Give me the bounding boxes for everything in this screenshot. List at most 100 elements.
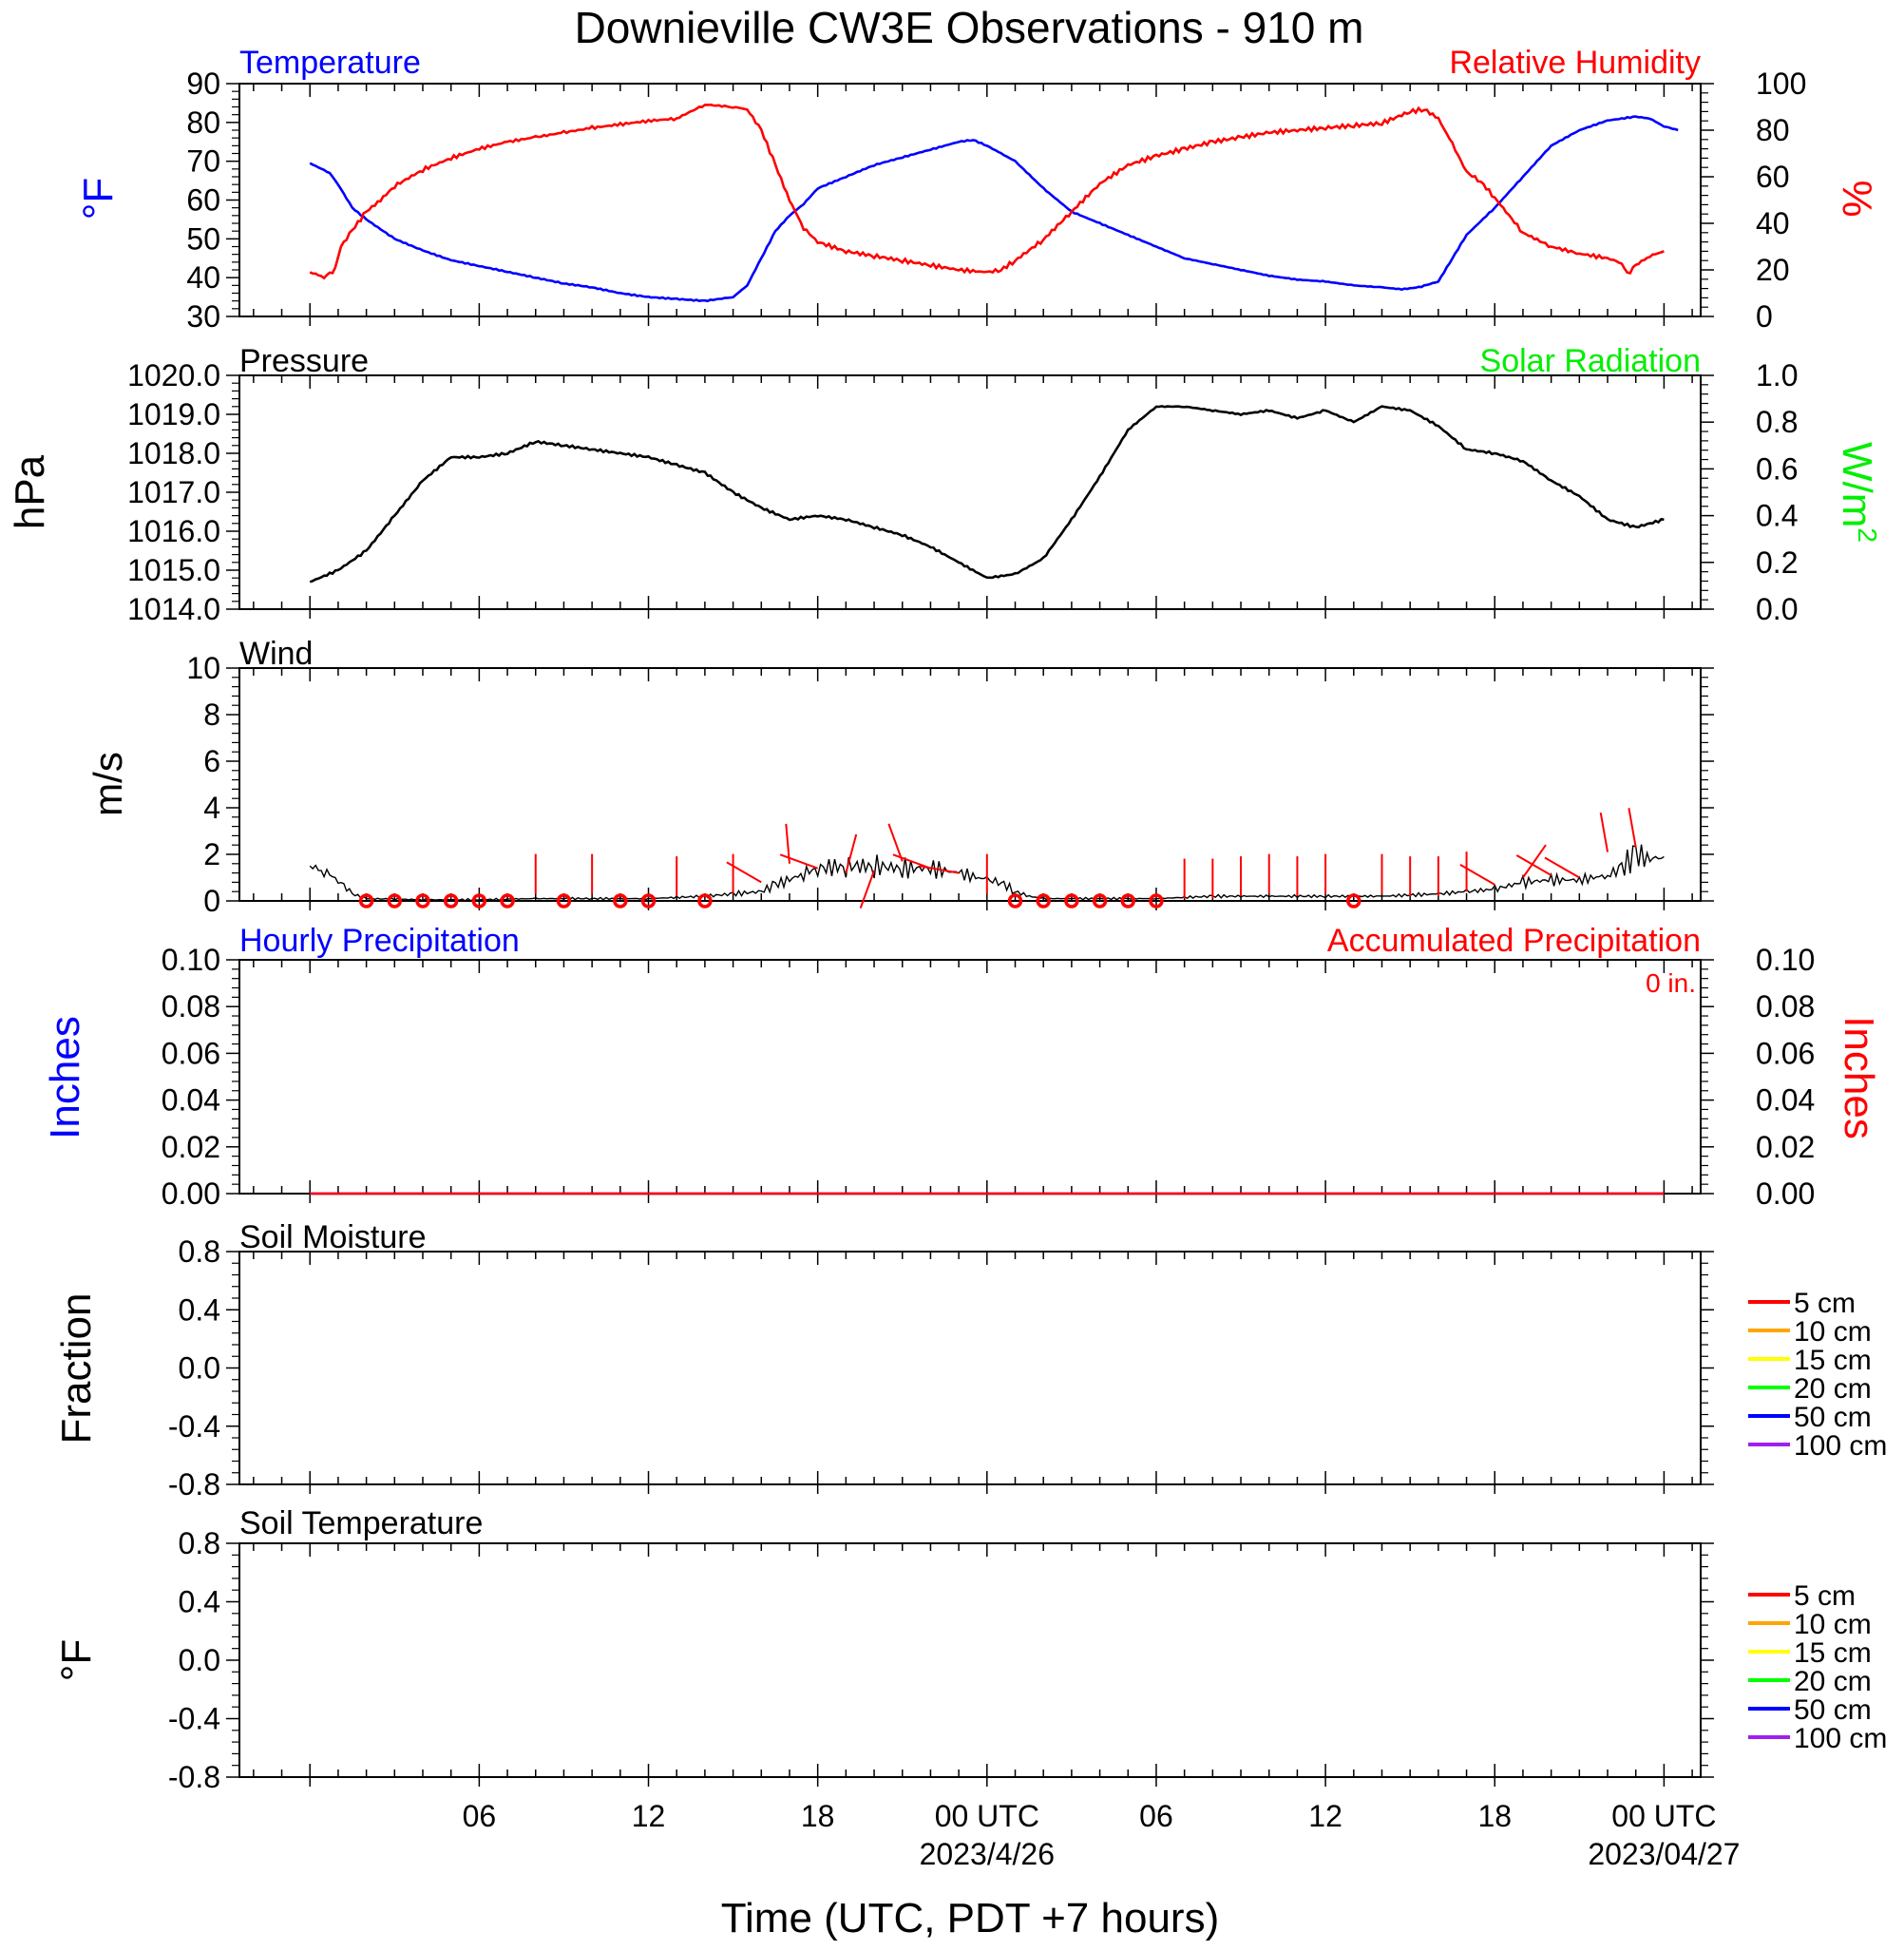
y-tick-label: 60: [186, 183, 220, 218]
soil-moisture-axis-label: Fraction: [53, 1293, 100, 1444]
y-tick-label-right: 1.0: [1756, 358, 1798, 392]
y-tick-label: 0.4: [179, 1292, 220, 1327]
wind-calm-marker: [358, 893, 374, 909]
temperature-line: [309, 115, 1679, 303]
wind-calm-marker: [1007, 893, 1023, 909]
x-tick-label: 06: [1139, 1799, 1173, 1833]
pressure-ticks: 1014.0 1015.0 1016.0 1017.0 1018.0 1019.0 1020…: [127, 358, 1798, 626]
wind-barb: [1459, 863, 1495, 886]
wind-axis-label: m/s: [86, 752, 130, 816]
soil-moisture-title: Soil Moisture: [239, 1219, 427, 1255]
wind-frame: [238, 667, 1702, 902]
x-tick-label: 12: [1308, 1799, 1342, 1833]
wind-calm-marker: [1064, 893, 1079, 909]
y-tick-label: 10: [186, 651, 220, 685]
pressure-lines: [309, 405, 1665, 583]
legend-label: 5 cm: [1794, 1288, 1856, 1319]
wind-barb: [919, 865, 960, 874]
wind-calm-marker: [697, 893, 713, 909]
x-tick-label: 18: [1477, 1799, 1512, 1833]
y-tick-label: 0.08: [162, 989, 220, 1023]
y-tick-label-right: 0: [1756, 299, 1773, 334]
y-tick-label-right: 0.02: [1756, 1130, 1815, 1164]
y-tick-label: 0.04: [162, 1083, 220, 1118]
legend-label: 20 cm: [1794, 1373, 1872, 1405]
legend-label: 100 cm: [1794, 1723, 1887, 1754]
y-tick-label-right: 0.10: [1756, 943, 1815, 977]
y-tick-label-right: 0.08: [1756, 989, 1815, 1023]
y-tick-label: -0.8: [168, 1467, 220, 1502]
x-tick-date: 2023/04/27: [1588, 1837, 1740, 1871]
wind-panel: Wind m/s 0 2 4 6 8 10: [86, 636, 1714, 918]
y-tick-label: 1016.0: [127, 514, 220, 548]
y-tick-label: 8: [203, 698, 220, 732]
wind-calm-marker: [556, 893, 572, 909]
pressure-title: Pressure: [239, 343, 369, 379]
x-tick-label: 06: [463, 1799, 497, 1833]
wind-barb: [859, 870, 875, 909]
wind-calm-marker: [1092, 893, 1108, 909]
x-tick-labels: 06 12 18 00 UTC 2023/4/26 06 12 18 00 UTC 2023/04…: [463, 1799, 1741, 1871]
x-tick-label: 18: [801, 1799, 835, 1833]
solar-radiation-title: Solar Radiation: [1480, 343, 1701, 379]
wind-barb: [845, 833, 858, 873]
accum-precip-axis-label: Inches: [1836, 1016, 1882, 1139]
y-tick-label: 0.10: [162, 943, 220, 977]
y-tick-label-right: 40: [1756, 206, 1790, 240]
accum-precip-annotation: 0 in.: [1646, 968, 1696, 998]
legend-label: 50 cm: [1794, 1402, 1872, 1433]
pressure-panel: Pressure Solar Radiation hPa W/m2 1014.0…: [7, 343, 1882, 626]
pressure-line: [309, 405, 1665, 583]
wind-barb: [1599, 813, 1609, 852]
y-tick-label-right: 60: [1756, 160, 1790, 194]
y-tick-label-right: 0.6: [1756, 451, 1798, 486]
y-tick-label-right: 80: [1756, 113, 1790, 147]
y-tick-label: -0.8: [168, 1760, 220, 1794]
y-tick-label-right: 0.04: [1756, 1083, 1815, 1118]
y-tick-label: 0: [203, 884, 220, 918]
soil-moisture-ticks: -0.8 -0.4 0.0 0.4 0.8: [168, 1234, 1714, 1502]
wind-title: Wind: [239, 636, 313, 672]
y-tick-label-right: 20: [1756, 253, 1790, 287]
y-tick-label: 80: [186, 105, 220, 140]
wind-calm-marker: [500, 893, 515, 909]
soil-temperature-title: Soil Temperature: [239, 1505, 483, 1541]
wind-calm-marker: [1036, 893, 1051, 909]
wind-barb: [1515, 854, 1552, 876]
y-tick-label: 30: [186, 299, 220, 334]
wind-barb: [726, 861, 762, 884]
solar-axis-label: W/m2: [1834, 442, 1882, 543]
legend-label: 100 cm: [1794, 1430, 1887, 1462]
y-tick-label-right: 0.00: [1756, 1176, 1815, 1211]
temperature-humidity-panel: Temperature Relative Humidity °F % 30 40 5…: [75, 45, 1880, 334]
precipitation-ticks: 0.00 0.02 0.04 0.06 0.08 0.10 0.00 0.02 0.04 0.06…: [162, 943, 1816, 1211]
wind-barb: [1628, 808, 1637, 848]
x-tick-date: 2023/4/26: [920, 1837, 1055, 1871]
y-tick-label: 2: [203, 837, 220, 871]
legend-label: 15 cm: [1794, 1345, 1872, 1376]
y-tick-label-right: 0.4: [1756, 499, 1798, 533]
temperature-title: Temperature: [239, 45, 421, 81]
y-tick-label-right: 0.06: [1756, 1036, 1815, 1070]
soil-moisture-frame: [238, 1251, 1702, 1485]
y-tick-label: 0.00: [162, 1176, 220, 1211]
y-tick-label: 1019.0: [127, 397, 220, 431]
wind-calm-marker: [1120, 893, 1136, 909]
y-tick-label: 0.4: [179, 1585, 220, 1619]
wind-lines: [309, 808, 1665, 909]
wind-calm-marker: [1149, 893, 1164, 909]
wind-calm-marker: [415, 893, 430, 909]
soil-temperature-panel: Soil Temperature °F -0.8 -0.4 0.0 0.4 0.8 5 …: [53, 1505, 1887, 1794]
soil-temperature-ticks: -0.8 -0.4 0.0 0.4 0.8: [168, 1526, 1714, 1794]
soil-temperature-axis-label: °F: [53, 1639, 100, 1681]
soil-temperature-frame: [238, 1542, 1702, 1778]
y-tick-label: 1014.0: [127, 592, 220, 626]
wind-barb: [1522, 844, 1547, 879]
y-tick-label: -0.4: [168, 1702, 220, 1736]
humidity-axis-label: %: [1834, 180, 1880, 217]
y-tick-label: -0.4: [168, 1409, 220, 1444]
pressure-frame: [238, 374, 1702, 610]
y-tick-label: 50: [186, 221, 220, 256]
